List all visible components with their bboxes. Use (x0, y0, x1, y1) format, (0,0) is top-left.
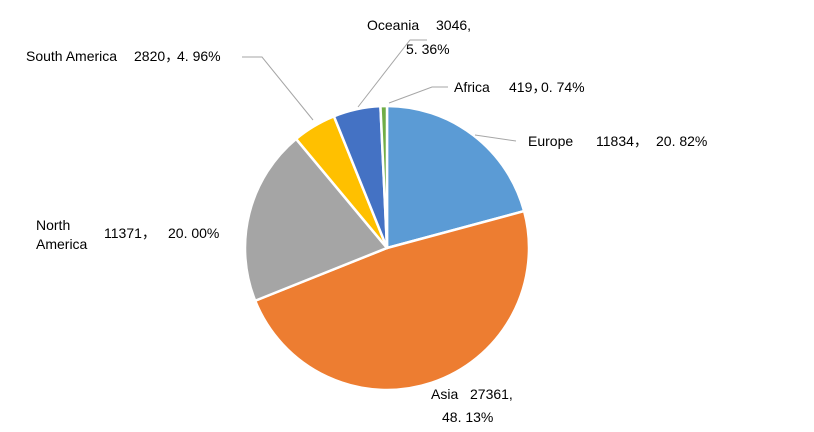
slice-label-percent-oceania: 5. 36% (406, 41, 450, 57)
leader-line-africa (388, 86, 448, 104)
slice-label-percent-south-america: 4. 96% (177, 48, 221, 64)
slice-label-value-oceania: 3046, (436, 17, 471, 33)
label-group-europe: Europe 11834， 20. 82% (528, 133, 707, 149)
leader-line-oceania (357, 39, 427, 108)
pie-slice-africa (379, 104, 389, 250)
slice-label-name-north-america-line1: North (36, 217, 70, 233)
slice-label-name-europe: Europe (528, 133, 573, 149)
slice-label-name-oceania: Oceania (367, 17, 419, 33)
pie-slice-asia (253, 209, 531, 392)
slice-label-percent-north-america: 20. 00% (168, 225, 219, 241)
slice-label-value-asia: 27361, (470, 386, 513, 402)
slice-label-percent-europe: 20. 82% (656, 133, 707, 149)
pie-slices (243, 104, 531, 392)
slice-label-name-north-america-line2: America (36, 236, 88, 252)
leader-line-europe (474, 134, 517, 142)
label-group-africa: Africa 419， 0. 74% (454, 79, 585, 95)
slice-label-value-north-america: 11371， (104, 225, 156, 241)
slice-label-value-africa: 419， (509, 79, 546, 95)
slice-label-percent-asia: 48. 13% (442, 409, 493, 425)
slice-label-name-south-america: South America (26, 48, 117, 64)
label-group-oceania: Oceania 3046, 5. 36% (367, 17, 471, 57)
slice-label-value-europe: 11834， (596, 133, 648, 149)
pie-slice-north-america (243, 137, 389, 302)
label-group-north-america: North America 11371， 20. 00% (36, 217, 219, 252)
slice-label-value-south-america: 2820， (134, 48, 179, 64)
slice-label-name-asia: Asia (431, 386, 458, 402)
leader-line-south-america (242, 56, 314, 121)
label-group-south-america: South America 2820， 4. 96% (26, 48, 221, 64)
slice-label-name-africa: Africa (454, 79, 490, 95)
label-group-asia: Asia 27361, 48. 13% (431, 386, 513, 425)
leader-lines (242, 39, 517, 142)
pie-slice-europe (385, 104, 526, 250)
slice-label-percent-africa: 0. 74% (541, 79, 585, 95)
